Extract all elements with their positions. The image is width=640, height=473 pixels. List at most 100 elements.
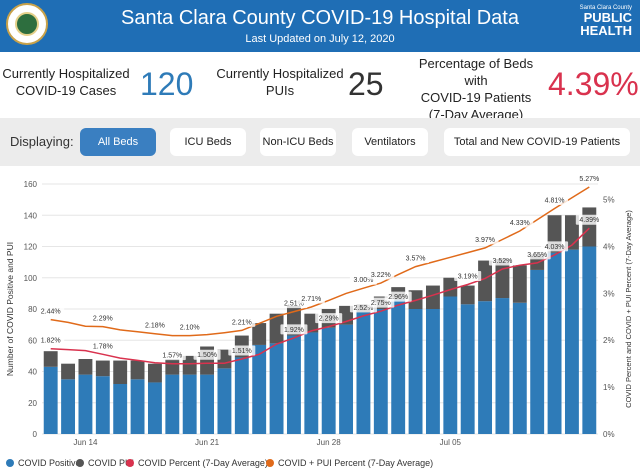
- filter-total-new-patients-button[interactable]: Total and New COVID-19 Patients: [444, 128, 630, 156]
- y-tick-label: 80: [28, 305, 37, 314]
- data-label: 2.52%: [354, 305, 374, 312]
- data-label: 2.96%: [388, 294, 408, 301]
- data-label: 2.29%: [319, 316, 339, 323]
- bar-covid-positive: [252, 344, 267, 434]
- bar-covid-positive: [530, 269, 545, 434]
- data-label-bg: [176, 322, 204, 333]
- displaying-label: Displaying:: [10, 134, 74, 149]
- bar-covid-pui: [147, 363, 162, 383]
- legend-dot-covid-pct: [126, 459, 134, 467]
- bar-covid-positive: [373, 309, 388, 434]
- legend-covid-pui: COVID PUI: [76, 458, 134, 468]
- bar-covid-positive: [78, 374, 93, 434]
- y-tick-label: 0: [33, 430, 38, 439]
- bar-covid-positive: [443, 296, 458, 434]
- bar-covid-positive: [147, 382, 162, 434]
- bar-covid-pui: [130, 360, 145, 380]
- y2-tick-label: 4%: [603, 242, 615, 251]
- bar-covid-positive: [269, 343, 284, 434]
- filter-ventilators-button[interactable]: Ventilators: [352, 128, 428, 156]
- data-label-bg: [523, 249, 551, 260]
- bar-covid-positive: [408, 309, 423, 434]
- legend-label-positive: COVID Positive: [18, 458, 81, 468]
- bar-covid-positive: [165, 374, 180, 434]
- bar-covid-positive: [547, 252, 562, 434]
- filter-icu-beds-button[interactable]: ICU Beds: [170, 128, 246, 156]
- filter-non-icu-beds-button[interactable]: Non-ICU Beds: [260, 128, 336, 156]
- data-label: 4.03%: [545, 244, 565, 251]
- bar-covid-pui: [95, 360, 110, 377]
- y2-tick-label: 0%: [603, 430, 615, 439]
- cases-label-line2: COVID-19 Cases: [15, 83, 117, 98]
- puis-label: Currently Hospitalized PUIs: [215, 65, 345, 99]
- bar-covid-positive: [43, 366, 58, 434]
- bar-covid-pui: [443, 277, 458, 297]
- y-tick-label: 100: [24, 274, 38, 283]
- bar-covid-positive: [339, 324, 354, 434]
- seal-emblem-icon: [15, 12, 39, 36]
- data-label-bg: [158, 350, 186, 361]
- y-tick-label: 120: [24, 243, 38, 252]
- data-label: 5.27%: [579, 176, 599, 183]
- bar-covid-positive: [113, 384, 128, 434]
- data-label: 1.92%: [284, 327, 304, 334]
- data-label-bg: [228, 345, 256, 356]
- bar-covid-positive: [321, 327, 336, 434]
- bar-covid-pui: [113, 360, 128, 384]
- public-health-logo: Santa Clara County PUBLIC HEALTH: [572, 5, 632, 37]
- bar-covid-pui: [582, 207, 597, 247]
- data-label: 3.97%: [475, 237, 495, 244]
- cases-label-line1: Currently Hospitalized: [2, 66, 130, 81]
- bar-covid-pui: [78, 359, 93, 375]
- bar-covid-positive: [512, 302, 527, 434]
- bar-covid-positive: [356, 312, 371, 434]
- y-axis-title: Number of COVID Positive and PUI: [5, 242, 15, 376]
- y2-tick-label: 5%: [603, 196, 615, 205]
- data-label-bg: [575, 173, 603, 184]
- data-label: 1.78%: [93, 343, 113, 350]
- y-tick-label: 40: [28, 368, 37, 377]
- legend-dot-total-pct: [266, 459, 274, 467]
- data-label: 2.29%: [93, 316, 113, 323]
- data-label: 2.10%: [180, 325, 200, 332]
- y-tick-label: 160: [24, 180, 38, 189]
- filter-bar: Displaying: All Beds ICU Beds Non-ICU Be…: [0, 118, 640, 166]
- data-label-bg: [297, 293, 325, 304]
- x-tick-label: Jun 21: [195, 438, 220, 447]
- bar-covid-positive: [234, 357, 249, 434]
- y2-tick-label: 3%: [603, 289, 615, 298]
- y-tick-label: 140: [24, 211, 38, 220]
- filter-all-beds-button[interactable]: All Beds: [80, 128, 156, 156]
- legend-covid-positive: COVID Positive: [6, 458, 81, 468]
- bar-covid-positive: [61, 379, 76, 434]
- data-label: 2.44%: [41, 309, 61, 316]
- bar-covid-positive: [217, 368, 232, 434]
- data-label: 3.00%: [354, 277, 374, 284]
- data-label-bg: [454, 270, 482, 281]
- data-label-bg: [541, 241, 569, 252]
- bar-covid-pui: [43, 351, 58, 367]
- logo-county-text: Santa Clara County: [579, 5, 632, 11]
- data-label-bg: [506, 217, 534, 228]
- bar-covid-pui: [182, 355, 197, 375]
- bar-covid-pui: [165, 359, 180, 375]
- bar-covid-pui: [61, 363, 76, 380]
- data-label: 2.71%: [301, 296, 321, 303]
- data-label: 1.50%: [197, 352, 217, 359]
- page-title: Santa Clara County COVID-19 Hospital Dat…: [121, 7, 519, 29]
- data-label: 3.65%: [527, 252, 547, 259]
- bar-covid-pui: [478, 260, 493, 302]
- bar-covid-pui: [512, 265, 527, 303]
- data-label-bg: [541, 195, 569, 206]
- bar-covid-positive: [564, 249, 579, 434]
- x-tick-label: Jun 28: [317, 438, 342, 447]
- data-label: 3.57%: [406, 256, 426, 263]
- data-label: 1.51%: [232, 348, 252, 355]
- data-label: 2.75%: [371, 300, 391, 307]
- data-label-bg: [315, 313, 343, 324]
- logo-health-text: HEALTH: [580, 23, 632, 38]
- data-label: 2.21%: [232, 319, 252, 326]
- bar-covid-positive: [95, 376, 110, 434]
- y-tick-label: 60: [28, 336, 37, 345]
- logo-public-text: PUBLIC: [583, 10, 632, 25]
